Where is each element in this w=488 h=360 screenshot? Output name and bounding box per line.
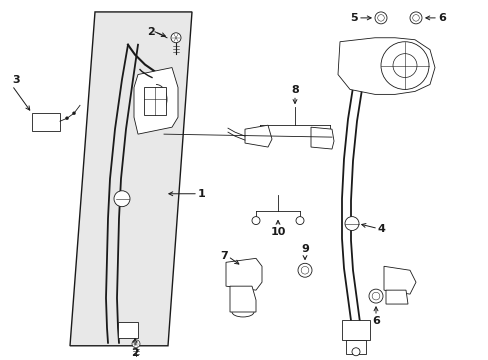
Circle shape: [171, 33, 181, 43]
Text: 7: 7: [220, 251, 227, 261]
Text: 2: 2: [131, 348, 139, 358]
Text: 8: 8: [290, 85, 298, 95]
Text: 1: 1: [198, 189, 205, 199]
Circle shape: [412, 15, 418, 21]
Circle shape: [392, 54, 416, 77]
Polygon shape: [70, 12, 192, 346]
Polygon shape: [244, 125, 271, 147]
Bar: [118, 322, 138, 338]
Circle shape: [114, 191, 130, 207]
Text: 5: 5: [350, 13, 357, 23]
Circle shape: [251, 217, 260, 225]
Circle shape: [374, 12, 386, 24]
Circle shape: [295, 217, 304, 225]
Circle shape: [72, 112, 75, 115]
Bar: [32, 113, 60, 131]
Polygon shape: [310, 127, 333, 149]
Text: 6: 6: [371, 316, 379, 326]
Text: 4: 4: [377, 224, 385, 234]
Polygon shape: [225, 258, 262, 290]
Circle shape: [132, 340, 140, 348]
Polygon shape: [385, 290, 407, 304]
Circle shape: [409, 12, 421, 24]
Circle shape: [297, 263, 311, 277]
Circle shape: [368, 289, 382, 303]
Circle shape: [65, 117, 68, 120]
Circle shape: [351, 348, 359, 356]
Circle shape: [377, 15, 384, 21]
Circle shape: [301, 266, 308, 274]
Text: 9: 9: [301, 244, 308, 255]
Polygon shape: [134, 68, 178, 134]
Text: 10: 10: [270, 226, 285, 237]
Circle shape: [371, 292, 379, 300]
Bar: [346, 340, 365, 354]
Polygon shape: [337, 38, 434, 94]
Circle shape: [345, 217, 358, 230]
Text: 3: 3: [12, 76, 20, 85]
Bar: [341, 320, 369, 340]
Bar: [143, 87, 165, 115]
Circle shape: [380, 42, 428, 89]
Text: 2: 2: [147, 27, 155, 37]
Text: 6: 6: [437, 13, 445, 23]
Polygon shape: [229, 286, 256, 312]
Polygon shape: [383, 266, 415, 294]
